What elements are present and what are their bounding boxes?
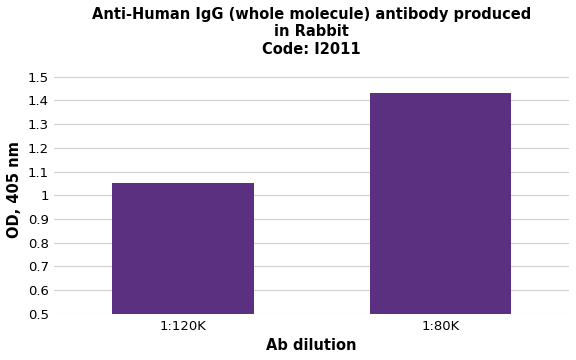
X-axis label: Ab dilution: Ab dilution xyxy=(266,338,357,353)
Bar xyxy=(112,184,253,360)
Y-axis label: OD, 405 nm: OD, 405 nm xyxy=(7,141,22,238)
Title: Anti-Human IgG (whole molecule) antibody produced
in Rabbit
Code: I2011: Anti-Human IgG (whole molecule) antibody… xyxy=(92,7,531,57)
Bar xyxy=(370,93,511,360)
